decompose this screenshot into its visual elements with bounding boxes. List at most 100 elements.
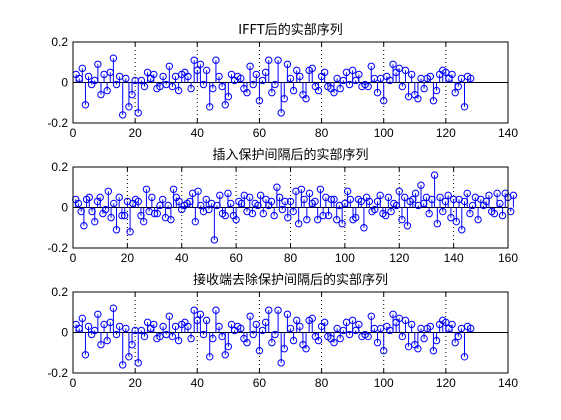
y-tick-label: -0.2 — [47, 116, 68, 130]
stem-marker — [316, 185, 325, 193]
stem-marker — [314, 86, 323, 95]
stem-marker — [153, 209, 161, 218]
y-tick-label: 0.2 — [51, 35, 68, 49]
stem-marker — [142, 185, 151, 193]
stem-marker — [120, 211, 129, 220]
stem-marker — [134, 109, 142, 117]
stem-marker — [439, 207, 447, 216]
stem-marker — [293, 66, 301, 75]
stem-marker — [451, 338, 459, 347]
stem-marker — [202, 195, 210, 204]
stem-marker — [221, 101, 229, 109]
stem-marker — [449, 195, 458, 204]
stem-marker — [444, 191, 452, 200]
stem-marker — [224, 189, 232, 198]
stem-marker — [429, 97, 438, 105]
stem-marker — [252, 320, 261, 329]
stem-marker — [286, 197, 295, 206]
stem-marker — [330, 338, 338, 347]
subplot-title: 插入保护间隔后的实部序列 — [212, 147, 368, 163]
stem-marker — [212, 306, 220, 314]
stem-marker — [159, 195, 167, 204]
stem-marker — [84, 322, 93, 331]
stem-marker — [463, 189, 471, 198]
stem-marker — [103, 86, 111, 95]
stem-marker — [283, 310, 292, 318]
y-tick-label: 0.2 — [51, 285, 68, 299]
stem-marker — [271, 330, 279, 339]
stem-marker — [447, 213, 455, 222]
stem-marker — [85, 193, 94, 202]
stem-marker — [165, 312, 174, 320]
stem-marker — [429, 347, 438, 355]
y-tick-label: 0 — [61, 326, 68, 340]
stem-marker — [91, 217, 99, 226]
stem-marker — [174, 86, 183, 95]
x-tick-label: 40 — [191, 376, 205, 390]
stem-marker — [249, 80, 257, 89]
stem-marker — [367, 312, 375, 320]
stem-marker — [430, 171, 439, 179]
stem-marker — [224, 342, 233, 351]
stem-marker — [380, 97, 388, 105]
stem-marker — [286, 74, 295, 83]
y-tick-label: -0.2 — [47, 241, 68, 255]
stem-marker — [237, 324, 245, 333]
stem-marker — [249, 330, 257, 339]
stem-marker — [246, 193, 254, 202]
stem-marker — [164, 201, 172, 210]
stem-marker — [414, 345, 422, 353]
stem-marker — [191, 217, 200, 226]
stem-marker — [278, 205, 287, 214]
stem-marker — [196, 60, 205, 68]
stem-marker — [420, 334, 428, 343]
stem-marker — [432, 336, 441, 345]
x-tick-label: 120 — [389, 251, 409, 265]
x-tick-label: 160 — [498, 251, 518, 265]
stem-marker — [267, 197, 276, 206]
stem-marker — [426, 72, 435, 81]
stem-marker — [169, 185, 178, 193]
stem-marker — [125, 353, 133, 361]
stem-marker — [255, 347, 264, 355]
stem-marker — [78, 64, 87, 73]
stem-marker — [451, 88, 459, 97]
stem-marker — [324, 211, 333, 220]
stem-marker — [420, 84, 428, 93]
stem-marker — [134, 197, 142, 206]
stem-marker — [122, 324, 130, 333]
stem-marker — [274, 306, 282, 314]
stem-marker — [284, 213, 292, 222]
stem-marker — [277, 359, 285, 367]
x-tick-label: 100 — [335, 251, 355, 265]
stem-marker — [336, 84, 344, 93]
stem-marker — [206, 353, 214, 361]
stem-marker — [221, 351, 229, 359]
stem-marker — [280, 95, 288, 103]
stem-marker — [311, 197, 319, 206]
stem-marker — [281, 197, 289, 206]
stem-marker — [194, 187, 202, 196]
stem-marker — [381, 211, 390, 220]
stem-marker — [346, 195, 355, 204]
stem-marker — [109, 304, 118, 312]
stem-marker — [273, 183, 281, 191]
stem-marker — [417, 181, 425, 189]
stem-marker — [286, 324, 295, 333]
stem-marker — [128, 90, 136, 99]
stem-marker — [74, 199, 83, 208]
stem-marker — [360, 224, 368, 232]
stem-marker — [308, 314, 316, 323]
stem-marker — [199, 80, 208, 89]
stem-marker — [296, 322, 304, 331]
stem-marker — [320, 68, 329, 77]
stem-marker — [407, 70, 416, 79]
stem-marker — [148, 193, 156, 202]
stem-marker — [333, 215, 341, 224]
stem-marker — [308, 64, 316, 73]
stem-marker — [348, 316, 357, 325]
stem-marker — [243, 338, 251, 347]
